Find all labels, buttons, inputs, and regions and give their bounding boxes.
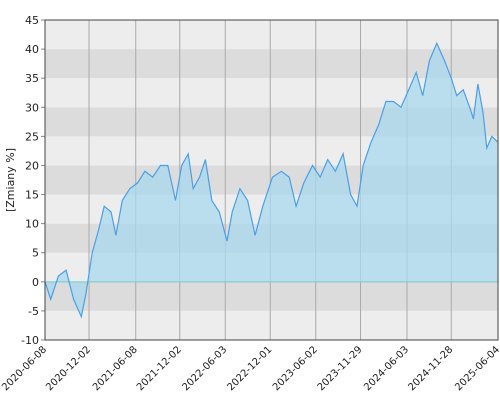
x-tick-label: 2020-06-08 (0, 344, 49, 393)
x-tick-label: 2024-06-03 (362, 344, 411, 393)
grid-band (45, 20, 498, 50)
plot-border (44, 19, 499, 341)
x-tick-label: 2022-12-01 (225, 344, 274, 393)
grid-band (45, 281, 498, 311)
y-axis-label: [Zmiany %] (4, 148, 17, 212)
y-tick-label: 45 (25, 14, 39, 27)
x-tick-label: 2024-11-28 (407, 344, 456, 393)
x-tick-label: 2020-12-02 (44, 344, 93, 393)
y-tick-label: 15 (25, 189, 39, 202)
y-tick-label: 35 (25, 72, 39, 85)
x-tick-label: 2023-06-02 (271, 344, 320, 393)
x-tick-label: 2021-06-08 (91, 344, 140, 393)
x-tick-label: 2023-11-29 (316, 344, 365, 393)
y-tick-label: -5 (28, 305, 39, 318)
grid-band (45, 310, 498, 340)
y-tick-label: 25 (25, 130, 39, 143)
x-tick-label: 2022-06-03 (180, 344, 229, 393)
y-tick-label: -10 (21, 334, 39, 347)
y-tick-label: 10 (25, 218, 39, 231)
y-tick-label: 0 (32, 276, 39, 289)
area-fill (45, 43, 498, 317)
x-tick-label: 2025-06-04 (453, 344, 500, 393)
x-tick-label: 2021-12-02 (135, 344, 184, 393)
y-tick-label: 30 (25, 101, 39, 114)
y-tick-label: 20 (25, 159, 39, 172)
y-tick-label: 40 (25, 43, 39, 56)
grid-band (45, 49, 498, 79)
y-tick-label: 5 (32, 247, 39, 260)
line (44, 41, 499, 319)
